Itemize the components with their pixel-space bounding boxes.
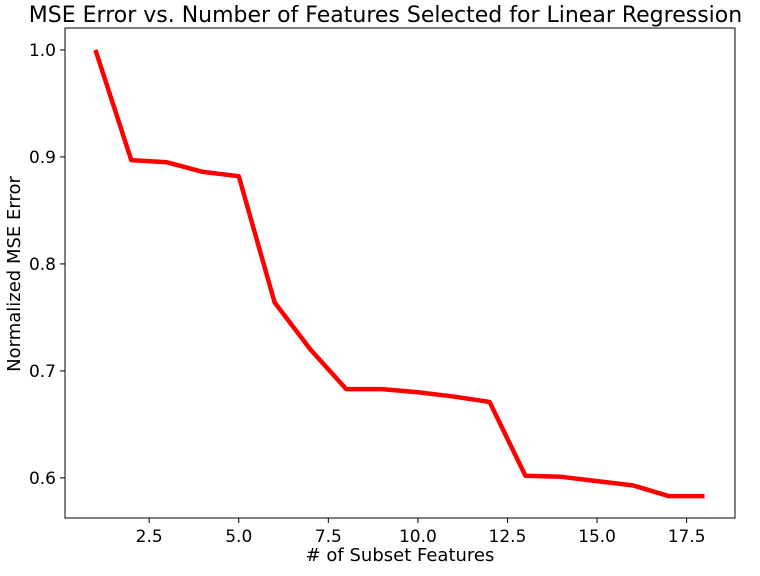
y-axis-label: Normalized MSE Error: [4, 176, 25, 372]
x-tick-label: 7.5: [315, 527, 342, 547]
x-tick-label: 17.5: [668, 527, 706, 547]
x-axis-label: # of Subset Features: [306, 545, 495, 566]
y-tick-label: 0.7: [29, 362, 56, 382]
x-tick-label: 2.5: [136, 527, 163, 547]
x-tick-label: 15.0: [578, 527, 616, 547]
x-tick-label: 5.0: [225, 527, 252, 547]
series-line-0: [93, 49, 705, 499]
x-tick-label: 10.0: [399, 527, 437, 547]
chart-title: MSE Error vs. Number of Features Selecte…: [29, 3, 742, 28]
plot-area: 2.5 5.0 7.5 10.0 12.5 15.0 17.5 0.6 0.7 0.8 0.9 1.0: [29, 27, 736, 547]
y-tick-label: 0.6: [29, 469, 56, 489]
y-tick-label: 1.0: [29, 41, 56, 61]
plot-frame: [64, 27, 736, 519]
x-tick-label: 12.5: [489, 527, 527, 547]
y-tick-label: 0.8: [29, 255, 56, 275]
y-tick-label: 0.9: [29, 148, 56, 168]
